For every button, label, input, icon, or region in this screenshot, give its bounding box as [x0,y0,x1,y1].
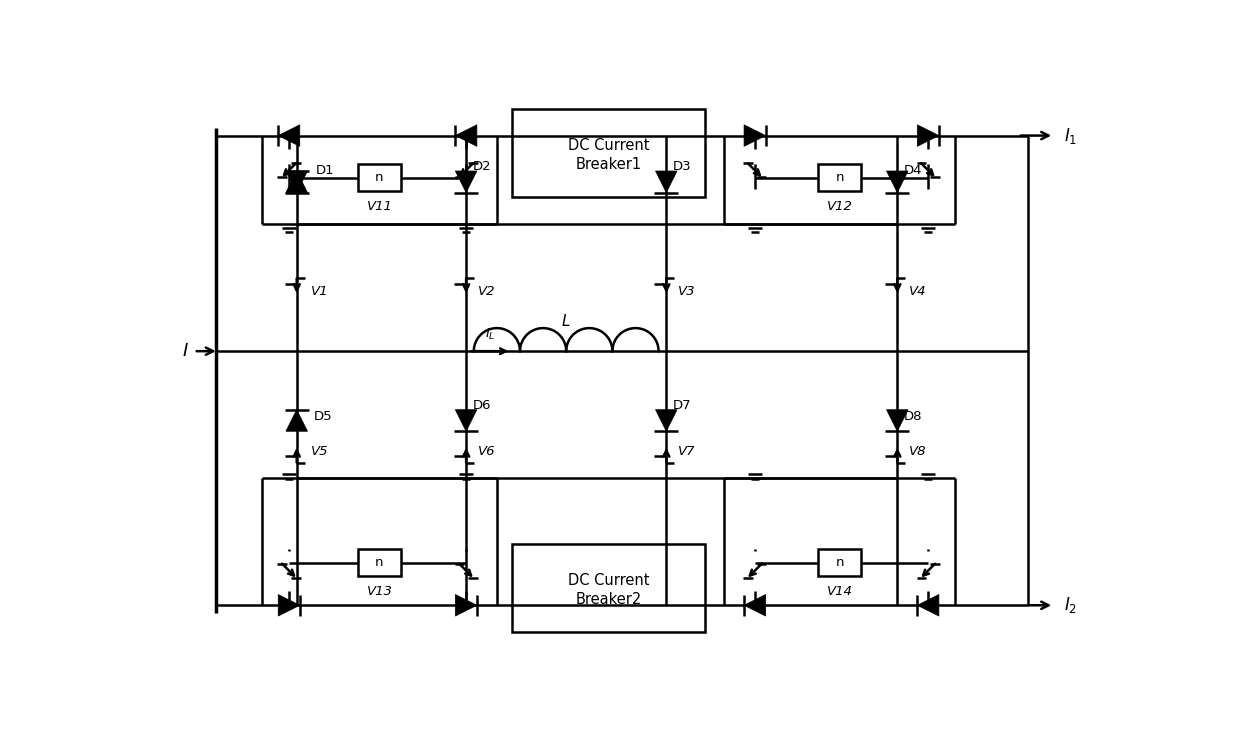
Text: L: L [562,315,570,329]
Text: D5: D5 [314,410,332,423]
Polygon shape [286,171,308,193]
Polygon shape [278,594,300,616]
Polygon shape [278,124,300,146]
Text: D6: D6 [472,399,491,411]
Text: n: n [376,171,383,184]
Text: V2: V2 [477,285,495,299]
Text: DC Current: DC Current [568,572,650,588]
Polygon shape [918,594,939,616]
Text: V1: V1 [310,285,329,299]
Text: n: n [836,556,843,569]
Polygon shape [744,594,765,616]
Polygon shape [455,171,477,193]
Bar [818,165,861,191]
Polygon shape [918,124,939,146]
Text: V14: V14 [827,586,852,598]
Polygon shape [744,124,765,146]
Text: n: n [836,171,843,184]
Polygon shape [887,410,908,431]
Text: V3: V3 [678,285,696,299]
Bar [512,544,704,632]
Text: D8: D8 [904,410,923,423]
Text: I: I [182,342,187,360]
Text: Breaker2: Breaker2 [575,592,641,607]
Text: V5: V5 [310,445,329,458]
Polygon shape [455,124,477,146]
Text: D4: D4 [904,164,923,176]
Text: DC Current: DC Current [568,138,650,153]
Polygon shape [656,410,677,431]
Text: n: n [376,556,383,569]
Text: V4: V4 [909,285,926,299]
Polygon shape [286,410,308,431]
Text: V7: V7 [678,445,696,458]
Text: V11: V11 [367,201,392,213]
Text: V8: V8 [909,445,926,458]
Text: D3: D3 [672,160,691,173]
Text: Breaker1: Breaker1 [575,157,641,172]
Polygon shape [656,171,677,193]
Text: D7: D7 [672,399,691,411]
Bar [818,550,861,576]
Polygon shape [455,410,477,431]
Bar [358,550,401,576]
Polygon shape [887,171,908,193]
Bar [512,108,704,197]
Text: $I_1$: $I_1$ [1064,126,1078,146]
Polygon shape [286,171,308,193]
Text: $I_L$: $I_L$ [485,326,496,342]
Text: D1: D1 [316,164,335,176]
Text: $I_2$: $I_2$ [1064,595,1078,616]
Text: V13: V13 [367,586,392,598]
Text: D2: D2 [472,160,491,173]
Text: V6: V6 [477,445,495,458]
Text: V12: V12 [827,201,852,213]
Bar [358,165,401,191]
Polygon shape [455,594,477,616]
